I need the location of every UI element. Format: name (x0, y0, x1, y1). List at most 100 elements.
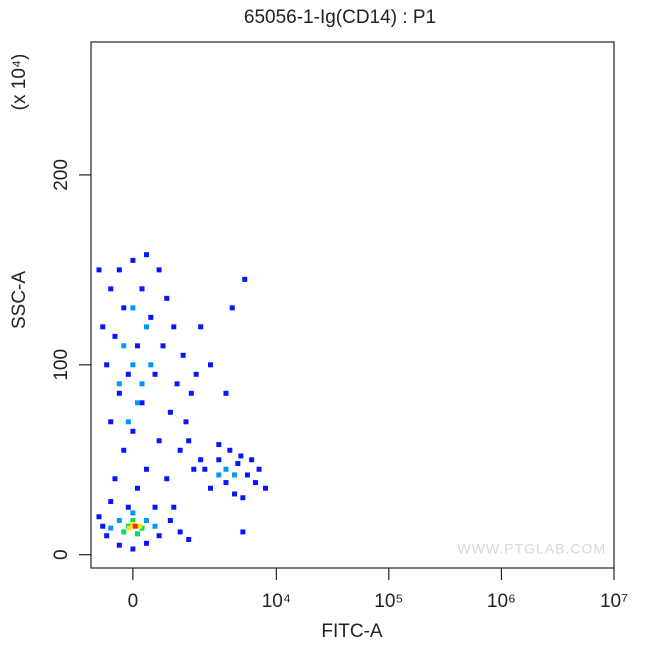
x-tick-label: 10⁴ (262, 591, 291, 612)
data-point (256, 466, 262, 472)
data-point (229, 305, 235, 311)
data-point (156, 267, 162, 273)
data-point (112, 333, 118, 339)
data-point (121, 447, 127, 453)
data-point (148, 314, 154, 320)
data-point (198, 457, 204, 463)
data-point (96, 514, 102, 520)
data-point (235, 461, 241, 467)
data-point (232, 491, 238, 497)
data-point (152, 523, 158, 529)
data-point (223, 480, 229, 486)
data-point (130, 546, 136, 552)
data-point (152, 504, 158, 510)
data-point (104, 533, 110, 539)
data-point (108, 286, 114, 292)
x-tick-label: 10⁵ (374, 591, 403, 612)
data-point (252, 480, 258, 486)
watermark: WWW.PTGLAB.COM (457, 541, 606, 557)
data-point (100, 523, 106, 529)
y-tick-label: 200 (51, 159, 72, 191)
data-point (171, 324, 177, 330)
data-point (108, 499, 114, 505)
data-point (108, 525, 114, 531)
data-point (143, 540, 149, 546)
data-point (137, 523, 143, 529)
data-point (130, 518, 136, 524)
data-point (100, 324, 106, 330)
data-point (171, 504, 177, 510)
data-point (202, 466, 208, 472)
data-point (139, 381, 145, 387)
data-point (125, 419, 131, 425)
data-point (167, 409, 173, 415)
data-point (130, 428, 136, 434)
data-point (174, 381, 180, 387)
data-point (263, 485, 269, 491)
data-point (156, 438, 162, 444)
data-point (112, 476, 118, 482)
data-point (104, 362, 110, 368)
data-point (148, 362, 154, 368)
x-tick-label: 10⁶ (487, 591, 516, 612)
data-point (143, 518, 149, 524)
data-point (134, 485, 140, 491)
data-point (167, 518, 173, 524)
data-point (249, 457, 255, 463)
data-point (96, 267, 102, 273)
data-point (223, 390, 229, 396)
data-point (116, 267, 122, 273)
data-point (180, 352, 186, 358)
data-point (152, 371, 158, 377)
data-point (125, 371, 131, 377)
data-point (132, 523, 138, 529)
data-point (116, 518, 122, 524)
plot-frame (90, 41, 615, 569)
x-tick-label: 10⁷ (600, 591, 628, 612)
data-point (240, 529, 246, 535)
data-point (121, 343, 127, 349)
data-point (177, 529, 183, 535)
data-point (232, 472, 238, 478)
y-multiplier: (x 10⁴) (9, 54, 30, 111)
x-axis-label: FITC-A (321, 621, 383, 642)
data-point (130, 362, 136, 368)
data-point (188, 390, 194, 396)
y-tick-label: 100 (51, 349, 72, 381)
data-point (164, 476, 170, 482)
data-point (244, 472, 250, 478)
data-point (242, 276, 248, 282)
x-tick-label: 0 (128, 591, 139, 612)
data-point (216, 457, 222, 463)
data-point (116, 390, 122, 396)
data-point (160, 343, 166, 349)
data-point (156, 533, 162, 539)
y-tick-label: 0 (51, 549, 72, 560)
data-point (240, 495, 246, 501)
data-point (121, 305, 127, 311)
data-point (186, 537, 192, 543)
data-point (130, 257, 136, 263)
data-point (134, 343, 140, 349)
data-point (198, 324, 204, 330)
data-point (208, 362, 214, 368)
data-point (116, 381, 122, 387)
data-point (108, 419, 114, 425)
data-point (183, 419, 189, 425)
data-point (143, 324, 149, 330)
data-point (139, 286, 145, 292)
data-point (126, 525, 132, 531)
data-point (139, 400, 145, 406)
data-point (143, 252, 149, 258)
data-point (130, 510, 136, 516)
data-point (121, 529, 127, 535)
data-point (227, 447, 233, 453)
data-point (134, 400, 140, 406)
data-point (216, 442, 222, 448)
data-point (130, 305, 136, 311)
data-point (125, 504, 131, 510)
data-point (223, 466, 229, 472)
data-point (208, 485, 214, 491)
